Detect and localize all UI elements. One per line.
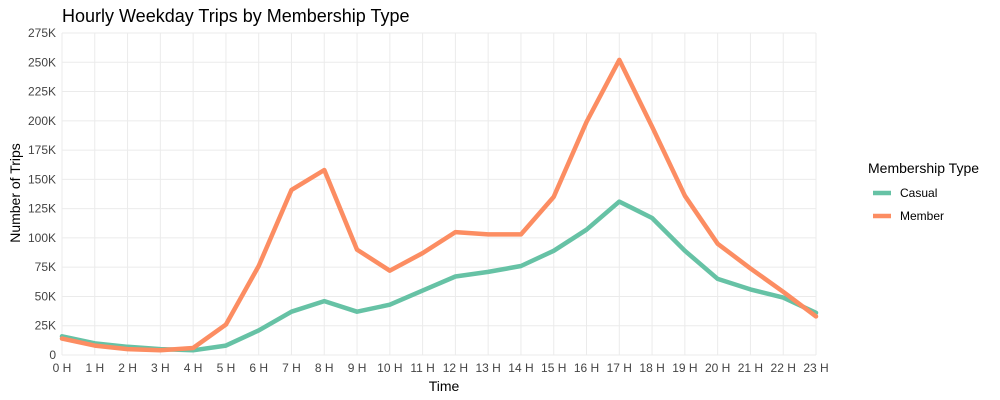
y-tick-label: 25K: [35, 319, 56, 333]
x-tick-label: 1 H: [85, 361, 104, 375]
y-tick-label: 225K: [28, 85, 56, 99]
y-axis-title: Number of Trips: [7, 143, 23, 243]
y-tick-label: 175K: [28, 143, 56, 157]
y-tick-label: 200K: [28, 114, 56, 128]
legend-label-member: Member: [900, 209, 944, 223]
x-tick-label: 23 H: [803, 361, 828, 375]
x-tick-label: 3 H: [151, 361, 170, 375]
x-tick-label: 0 H: [53, 361, 72, 375]
x-tick-labels: 0 H 1 H 2 H 3 H 4 H 5 H 6 H 7 H 8 H 9 H 10 H 11 H 12…: [53, 361, 829, 375]
x-tick-label: 10 H: [377, 361, 402, 375]
x-gridlines: [61, 33, 817, 355]
x-tick-label: 20 H: [705, 361, 730, 375]
y-tick-label: 250K: [28, 55, 56, 69]
legend: Membership Type Casual Member: [868, 160, 979, 223]
legend-items: Casual Member: [873, 186, 944, 223]
x-tick-label: 8 H: [315, 361, 334, 375]
chart-title: Hourly Weekday Trips by Membership Type: [62, 6, 409, 26]
y-gridlines: [62, 32, 816, 356]
x-tick-label: 4 H: [184, 361, 203, 375]
series-line-member: [59, 57, 819, 353]
legend-title: Membership Type: [868, 160, 979, 176]
x-tick-label: 18 H: [639, 361, 664, 375]
x-tick-label: 2 H: [118, 361, 137, 375]
x-tick-label: 5 H: [217, 361, 236, 375]
x-tick-label: 9 H: [348, 361, 367, 375]
x-tick-label: 12 H: [443, 361, 468, 375]
x-tick-label: 6 H: [249, 361, 268, 375]
x-tick-label: 17 H: [607, 361, 632, 375]
y-tick-label: 100K: [28, 231, 56, 245]
x-tick-label: 22 H: [771, 361, 796, 375]
y-tick-labels: 0 25K 50K 75K 100K 125K 150K 175K 200K 225K 250K 27…: [28, 26, 56, 362]
x-tick-label: 7 H: [282, 361, 301, 375]
x-tick-label: 19 H: [672, 361, 697, 375]
y-tick-label: 125K: [28, 202, 56, 216]
y-tick-label: 50K: [35, 289, 56, 303]
x-tick-label: 15 H: [541, 361, 566, 375]
legend-label-casual: Casual: [900, 186, 937, 200]
x-tick-label: 21 H: [738, 361, 763, 375]
y-tick-label: 275K: [28, 26, 56, 40]
x-axis-title: Time: [429, 378, 460, 394]
y-tick-label: 0: [49, 348, 56, 362]
x-tick-label: 16 H: [574, 361, 599, 375]
x-tick-label: 13 H: [475, 361, 500, 375]
x-tick-label: 14 H: [508, 361, 533, 375]
y-tick-label: 75K: [35, 260, 56, 274]
series-lines: [59, 57, 819, 353]
y-tick-label: 150K: [28, 172, 56, 186]
x-tick-label: 11 H: [410, 361, 434, 375]
